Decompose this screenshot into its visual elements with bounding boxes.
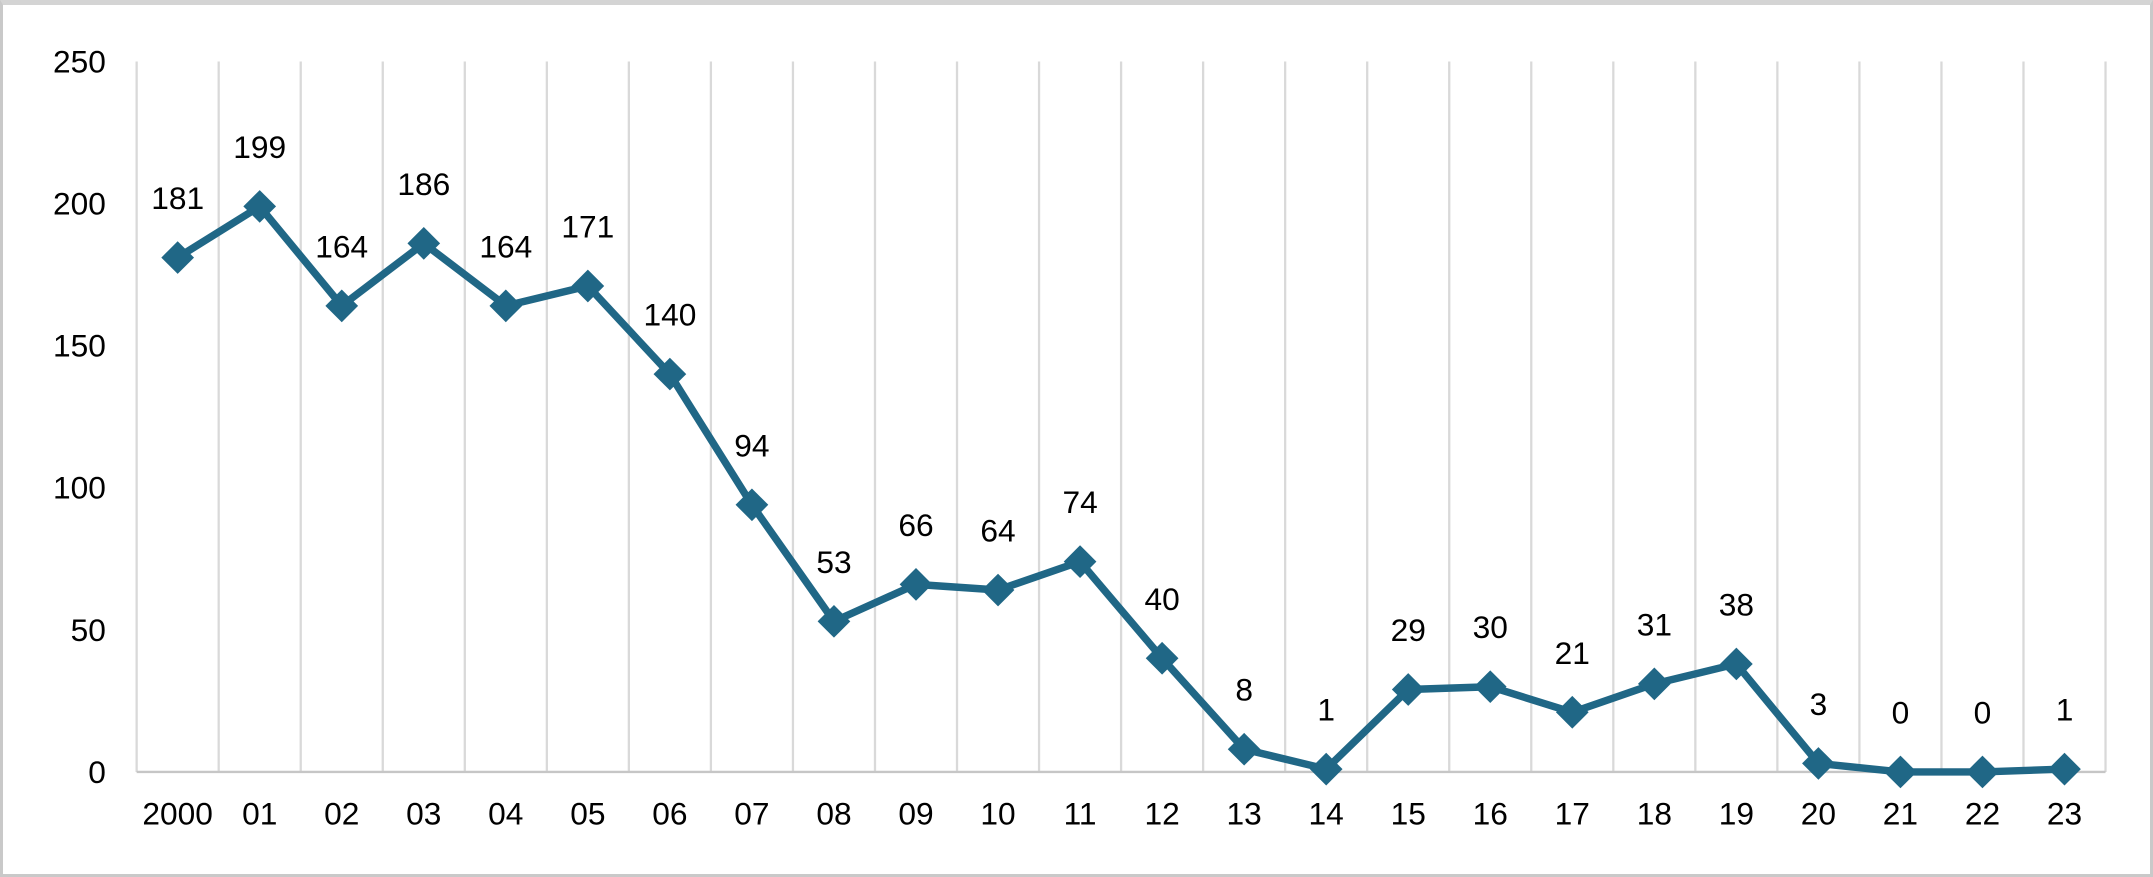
data-point-marker: [243, 190, 277, 223]
y-tick-label: 250: [53, 43, 106, 79]
data-label: 0: [1974, 694, 1992, 730]
x-tick-label: 01: [242, 796, 277, 832]
data-label: 29: [1391, 612, 1426, 648]
x-tick-label: 17: [1555, 796, 1590, 832]
y-tick-label: 50: [71, 612, 106, 648]
x-tick-label: 18: [1637, 796, 1672, 832]
data-label: 30: [1473, 609, 1508, 645]
data-point-marker: [899, 568, 933, 601]
x-tick-label: 03: [406, 796, 441, 832]
data-label: 66: [898, 507, 933, 543]
data-label: 1: [1317, 692, 1335, 728]
y-tick-label: 200: [53, 186, 106, 222]
x-tick-label: 10: [980, 796, 1015, 832]
data-label: 94: [734, 427, 769, 463]
data-label: 21: [1555, 635, 1590, 671]
x-tick-label: 05: [570, 796, 605, 832]
x-tick-label: 11: [1064, 796, 1097, 832]
y-tick-label: 150: [53, 328, 106, 364]
x-tick-label: 22: [1965, 796, 2000, 832]
data-label: 53: [816, 544, 851, 580]
data-point-marker: [2048, 752, 2081, 786]
x-tick-label: 09: [898, 796, 933, 832]
data-label: 38: [1719, 586, 1754, 622]
data-label: 171: [561, 209, 614, 245]
y-tick-label: 0: [88, 754, 106, 790]
data-point-marker: [735, 488, 769, 522]
data-point-marker: [161, 241, 195, 274]
series-line: [173, 202, 2069, 776]
x-tick-label: 23: [2047, 796, 2082, 832]
plot-background: [9, 5, 2144, 874]
data-point-marker: [1473, 670, 1507, 704]
data-point-marker: [653, 357, 687, 391]
data-label: 31: [1637, 606, 1672, 642]
x-tick-label: 15: [1391, 796, 1426, 832]
data-label: 199: [233, 129, 286, 165]
x-tick-label: 19: [1719, 796, 1754, 832]
x-tick-label: 04: [488, 796, 523, 832]
data-label: 186: [397, 166, 450, 202]
x-tick-label: 14: [1309, 796, 1344, 832]
data-label: 74: [1062, 484, 1097, 520]
data-label: 64: [980, 513, 1015, 549]
data-point-marker: [571, 269, 605, 303]
data-label: 181: [151, 180, 204, 216]
y-tick-label: 100: [53, 470, 106, 506]
data-label: 164: [479, 228, 532, 264]
data-label: 140: [643, 297, 696, 333]
data-point-marker: [407, 227, 441, 260]
data-label: 3: [1810, 686, 1828, 722]
x-tick-label: 02: [324, 796, 359, 832]
y-axis-tick-labels: 0 50 100 150 200 250: [53, 43, 106, 789]
data-label: 40: [1144, 581, 1179, 617]
data-label: 8: [1235, 672, 1253, 708]
x-tick-label: 13: [1227, 796, 1262, 832]
x-tick-label: 21: [1883, 796, 1918, 832]
x-tick-label: 16: [1473, 796, 1508, 832]
gridlines-group: [135, 61, 2107, 772]
data-point-marker: [1555, 695, 1589, 729]
x-tick-label: 20: [1801, 796, 1836, 832]
x-axis-tick-labels: 2000 01 02 03 04 05 06 07 08 09 10 11 12 13 14 15 16 17 18…: [142, 796, 2082, 832]
x-tick-label: 12: [1144, 796, 1179, 832]
x-tick-label: 07: [734, 796, 769, 832]
data-label: 164: [315, 228, 368, 264]
data-point-marker: [325, 289, 359, 323]
x-tick-label: 06: [652, 796, 687, 832]
data-point-marker: [1145, 641, 1179, 675]
x-tick-label: 2000: [142, 796, 213, 832]
data-point-marker: [1227, 732, 1261, 766]
data-point-marker: [817, 604, 851, 638]
x-tick-label: 08: [816, 796, 851, 832]
data-label: 1: [2056, 692, 2074, 728]
data-label: 0: [1892, 694, 1910, 730]
data-point-marker: [981, 573, 1015, 607]
data-point-marker: [1309, 752, 1343, 786]
